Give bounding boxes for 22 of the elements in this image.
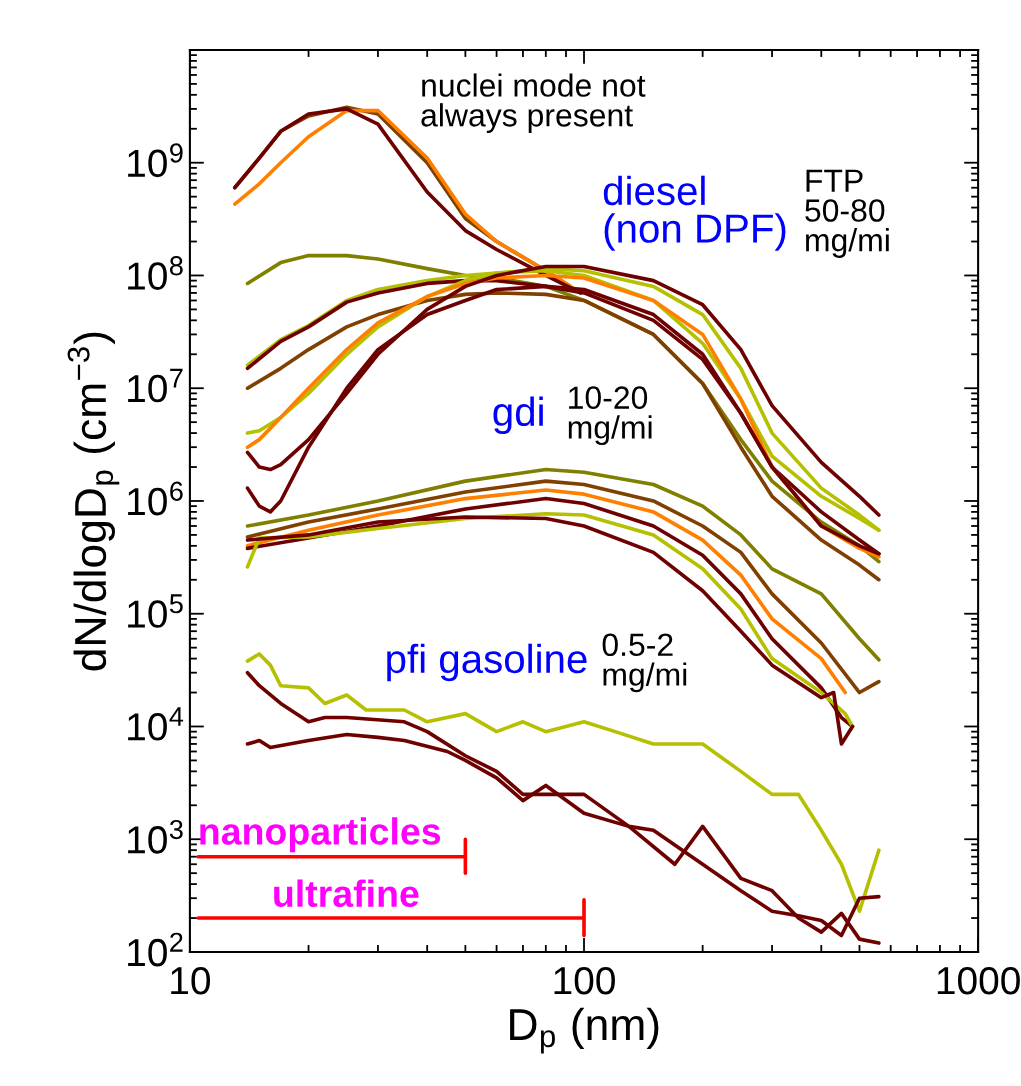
annotation: nuclei mode not always present: [421, 73, 646, 133]
y-tick-label: 10$^{9}$: [128, 143, 183, 178]
annotation: gdi: [493, 396, 543, 435]
annotation: pfi gasoline: [387, 643, 587, 682]
annotation: ultrafine: [274, 879, 419, 908]
x-tick-label: 1000: [937, 966, 1020, 995]
y-tick-label: 10$^{7}$: [128, 368, 183, 403]
y-tick-label: 10$^{6}$: [128, 481, 183, 516]
y-tick-label: 10$^{3}$: [128, 819, 183, 854]
annotation: diesel (non DPF): [603, 175, 786, 251]
y-axis-title: dN/dlogD$_{p}$ (cm$^{−3}$): [67, 332, 120, 671]
y-tick-label: 10$^{4}$: [128, 707, 184, 741]
annotation: 10-20 mg/mi: [568, 386, 652, 446]
annotation: FTP 50-80 mg/mi: [805, 169, 889, 258]
x-tick-label: 100: [554, 966, 615, 995]
y-tick-label: 10$^{5}$: [128, 594, 183, 628]
annotation: 0.5-2 mg/mi: [602, 633, 687, 693]
annotation: nanoparticles: [200, 817, 441, 853]
x-axis-title: D$_{p}$ (nm): [510, 1007, 659, 1054]
x-tick-label: 10: [171, 966, 211, 995]
y-tick-label: 10$^{8}$: [128, 256, 183, 290]
y-tick-label: 10$^{2}$: [128, 932, 183, 967]
